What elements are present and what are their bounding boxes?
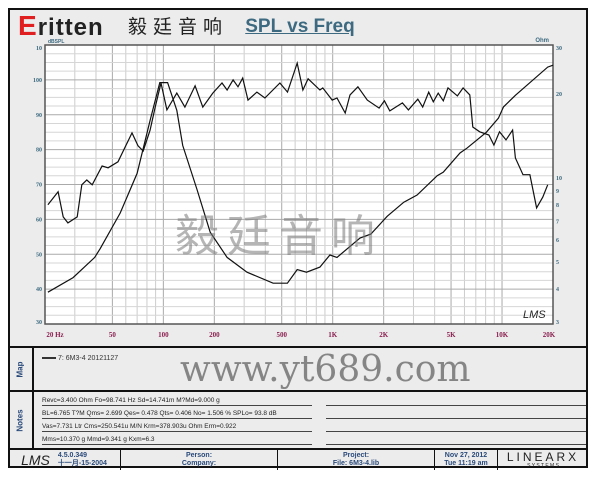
note-line: BL=6.765 T?M Qms= 2.699 Qes= 0.478 Qts= … (42, 410, 312, 419)
y-left-tick-label: 40 (36, 287, 42, 293)
vendor-subtitle: S Y S T E M S (527, 463, 559, 469)
x-tick-label: 2K (379, 331, 389, 339)
y-left-tick-label: 50 (36, 252, 42, 258)
version: 4.5.0.349 (57, 452, 88, 459)
x-tick-label: 10K (496, 331, 509, 339)
y-left-tick-label: 30 (36, 320, 42, 326)
lms-watermark: LMS (523, 309, 546, 321)
x-tick-label: 100 (158, 331, 169, 339)
y-right-tick-label: 7 (556, 219, 559, 225)
notes-label: Notes (15, 408, 25, 432)
footer: LMS 4.5.0.349 十一月-15-2004 Person: Company:… (8, 448, 588, 470)
notes-panel: Notes Revc=3.400 Ohm Fo=98.741 Hz Sd=14.… (8, 390, 588, 448)
y-right-tick-label: 30 (556, 46, 562, 52)
chart-title: SPL vs Freq (245, 16, 355, 37)
x-tick-label: 5K (447, 331, 457, 339)
x-tick-label: 20K (543, 331, 556, 339)
y-right-tick-label: 20 (556, 92, 562, 98)
legend-line-icon (42, 357, 56, 360)
y-right-axis-label: Ohm (535, 38, 549, 44)
map-panel: Map 7: 6M3-4 20121127 (8, 346, 588, 390)
y-right-tick-label: 6 (556, 238, 559, 244)
impedance-curve (47, 64, 554, 293)
y-left-axis-label: dBSPL (48, 39, 64, 45)
time: Tue 11:19 am (444, 460, 488, 467)
y-left-tick-label: 70 (36, 183, 42, 189)
lms-logo: LMS (21, 452, 50, 468)
x-tick-label: 20 Hz (46, 331, 63, 339)
map-label: Map (15, 361, 25, 377)
spl-curve (47, 60, 549, 224)
y-left-tick-label: 100 (33, 78, 42, 84)
y-right-tick-label: 9 (556, 189, 559, 195)
y-left-tick-label: 10 (36, 46, 42, 52)
project: Project: (342, 452, 370, 459)
watermark-url: www.yt689.com (180, 349, 471, 390)
person: Person: (185, 452, 213, 459)
build-date: 十一月-15-2004 (57, 460, 107, 467)
note-line: Revc=3.400 Ohm Fo=98.741 Hz Sd=14.741m M… (42, 397, 312, 406)
y-right-tick-label: 5 (556, 260, 559, 266)
y-right-tick-label: 8 (556, 203, 559, 209)
y-right-tick-label: 4 (556, 287, 559, 293)
y-left-tick-label: 60 (36, 217, 42, 223)
plot-border (44, 44, 554, 325)
y-left-tick-label: 90 (36, 113, 42, 119)
note-line: Mms=10.370 g Mmd=9.341 g Kxm=6.3 (42, 436, 312, 445)
brand-logo-cn: 毅廷音响 (128, 16, 229, 38)
x-tick-label: 50 (109, 331, 117, 339)
spl-chart: 20 Hz 50 100 200 500 1K 2K 5K 10K 20K 30 40 50 60 70 80… (33, 38, 562, 339)
brand-logo: Eritten (18, 10, 104, 42)
company: Company: (181, 460, 217, 467)
note-line: Vas=7.731 Ltr Cms=250.541u M/N Krm=378.9… (42, 423, 312, 432)
x-tick-label: 200 (209, 331, 220, 339)
y-left-tick-label: 80 (36, 148, 42, 154)
legend-entry: 7: 6M3-4 20121127 (42, 354, 118, 363)
file-name: File: 6M3-4.lib (332, 460, 380, 467)
y-right-tick-label: 10 (556, 176, 562, 182)
watermark-cn: 毅廷音响 (175, 211, 383, 262)
y-right-tick-label: 3 (556, 320, 559, 326)
x-tick-label: 1K (328, 331, 338, 339)
vendor-logo: LINEARX (506, 450, 580, 464)
x-tick-label: 500 (276, 331, 287, 339)
date: Nov 27, 2012 (444, 452, 488, 459)
